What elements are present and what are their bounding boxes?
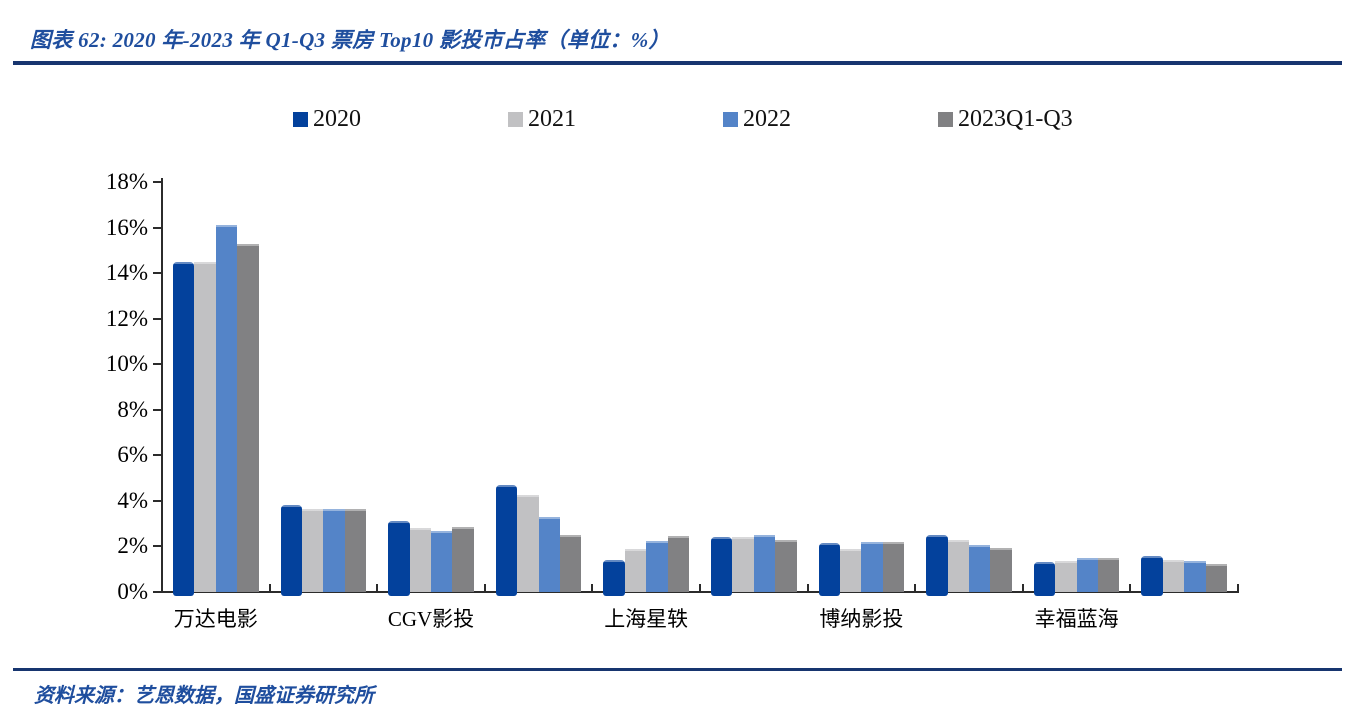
bar-2022-group4 bbox=[538, 516, 560, 592]
bar-2022-group8 bbox=[969, 545, 991, 592]
y-tick bbox=[153, 499, 162, 502]
bar-2020-group10 bbox=[1141, 555, 1163, 596]
bar-2022-group2 bbox=[323, 508, 345, 592]
legend-swatch-icon bbox=[293, 111, 308, 127]
legend-label: 2022 bbox=[743, 106, 791, 132]
legend-label: 2021 bbox=[528, 106, 576, 132]
y-tick bbox=[153, 181, 162, 183]
x-tick bbox=[1021, 584, 1024, 592]
bar-2022-group1 bbox=[215, 225, 238, 592]
y-axis-label: 4% bbox=[117, 487, 148, 513]
x-axis-label: 幸福蓝海 bbox=[1034, 607, 1119, 631]
legend-label: 2023Q1-Q3 bbox=[958, 106, 1073, 132]
x-tick bbox=[1129, 584, 1132, 592]
y-axis-label: 12% bbox=[105, 305, 148, 331]
bar-2021-group1 bbox=[194, 261, 216, 592]
legend-swatch-icon bbox=[508, 111, 523, 127]
bar-2023Q1-Q3-group1 bbox=[237, 243, 259, 592]
source-note: 资料来源：艺恩数据，国盛证券研究所 bbox=[34, 685, 374, 707]
y-axis-label: 16% bbox=[105, 214, 148, 240]
y-axis-label: 8% bbox=[117, 396, 148, 422]
title-divider bbox=[13, 61, 1342, 65]
y-axis-label: 0% bbox=[117, 579, 148, 604]
x-axis-line bbox=[161, 591, 1239, 593]
x-tick bbox=[1237, 584, 1239, 592]
bar-2022-group9 bbox=[1076, 557, 1098, 592]
bar-2023Q1-Q3-group9 bbox=[1098, 557, 1120, 592]
bar-2021-group4 bbox=[517, 495, 539, 592]
legend-swatch-icon bbox=[938, 111, 953, 127]
bar-2021-group8 bbox=[947, 539, 969, 592]
x-tick bbox=[699, 584, 701, 592]
bar-2022-group6 bbox=[753, 535, 776, 592]
footer-divider bbox=[13, 668, 1342, 671]
y-tick bbox=[153, 226, 162, 229]
legend-item-2021: 2021 bbox=[508, 105, 576, 133]
y-tick bbox=[153, 363, 162, 366]
y-axis-label: 14% bbox=[105, 260, 148, 286]
chart-title: 图表 62: 2020 年-2023 年 Q1-Q3 票房 Top10 影投市占… bbox=[30, 28, 670, 52]
bar-2020-group3 bbox=[388, 521, 410, 596]
bar-2021-group9 bbox=[1055, 561, 1077, 592]
bar-2021-group6 bbox=[732, 537, 754, 592]
x-tick bbox=[483, 584, 486, 592]
bar-2020-group7 bbox=[818, 543, 840, 596]
y-axis-label: 2% bbox=[117, 533, 148, 559]
y-tick bbox=[153, 408, 162, 411]
x-tick bbox=[161, 584, 163, 592]
bar-2020-group5 bbox=[603, 560, 625, 596]
bar-2023Q1-Q3-group7 bbox=[882, 541, 905, 592]
bar-2023Q1-Q3-group8 bbox=[990, 547, 1012, 592]
bar-2021-group10 bbox=[1162, 560, 1185, 592]
bar-2020-group2 bbox=[280, 505, 302, 596]
bar-2020-group4 bbox=[495, 484, 518, 596]
bar-2023Q1-Q3-group10 bbox=[1205, 563, 1227, 592]
bar-2020-group1 bbox=[173, 261, 195, 596]
x-axis-label: 万达电影 bbox=[173, 607, 258, 631]
bar-2020-group8 bbox=[926, 535, 948, 596]
y-tick bbox=[153, 545, 162, 548]
bar-2022-group7 bbox=[861, 541, 883, 592]
y-tick bbox=[153, 454, 162, 457]
bar-2023Q1-Q3-group6 bbox=[775, 539, 797, 592]
x-axis-label: 博纳影投 bbox=[819, 607, 904, 631]
x-axis-label: 上海星轶 bbox=[604, 607, 689, 631]
bar-2023Q1-Q3-group4 bbox=[560, 535, 582, 592]
x-tick bbox=[268, 584, 271, 592]
bar-2023Q1-Q3-group2 bbox=[344, 508, 367, 592]
bar-2022-group3 bbox=[431, 530, 453, 592]
bar-2021-group3 bbox=[409, 528, 431, 592]
legend-item-2023Q1-Q3: 2023Q1-Q3 bbox=[938, 105, 1073, 133]
y-axis-line bbox=[161, 178, 163, 593]
y-tick bbox=[153, 591, 162, 593]
y-tick bbox=[153, 317, 162, 320]
x-tick bbox=[914, 584, 917, 592]
legend-item-2022: 2022 bbox=[723, 105, 791, 133]
bar-2021-group2 bbox=[302, 508, 324, 592]
x-tick bbox=[806, 584, 809, 592]
bar-2020-group9 bbox=[1033, 562, 1056, 596]
x-tick bbox=[376, 584, 379, 592]
legend-swatch-icon bbox=[723, 111, 738, 127]
legend-item-2020: 2020 bbox=[293, 105, 361, 133]
x-tick bbox=[591, 584, 594, 592]
bar-2020-group6 bbox=[711, 537, 733, 596]
y-tick bbox=[153, 272, 162, 275]
y-axis-label: 18% bbox=[105, 169, 148, 194]
bar-2022-group5 bbox=[646, 540, 668, 592]
bar-2023Q1-Q3-group3 bbox=[452, 527, 474, 592]
bar-2021-group5 bbox=[624, 548, 647, 592]
x-axis-label: CGV影投 bbox=[387, 607, 475, 631]
bar-2023Q1-Q3-group5 bbox=[667, 536, 689, 592]
bar-2021-group7 bbox=[840, 548, 862, 592]
y-axis-label: 10% bbox=[105, 351, 148, 377]
y-axis-label: 6% bbox=[117, 442, 148, 468]
legend-label: 2020 bbox=[313, 106, 361, 132]
bar-2022-group10 bbox=[1184, 561, 1206, 592]
